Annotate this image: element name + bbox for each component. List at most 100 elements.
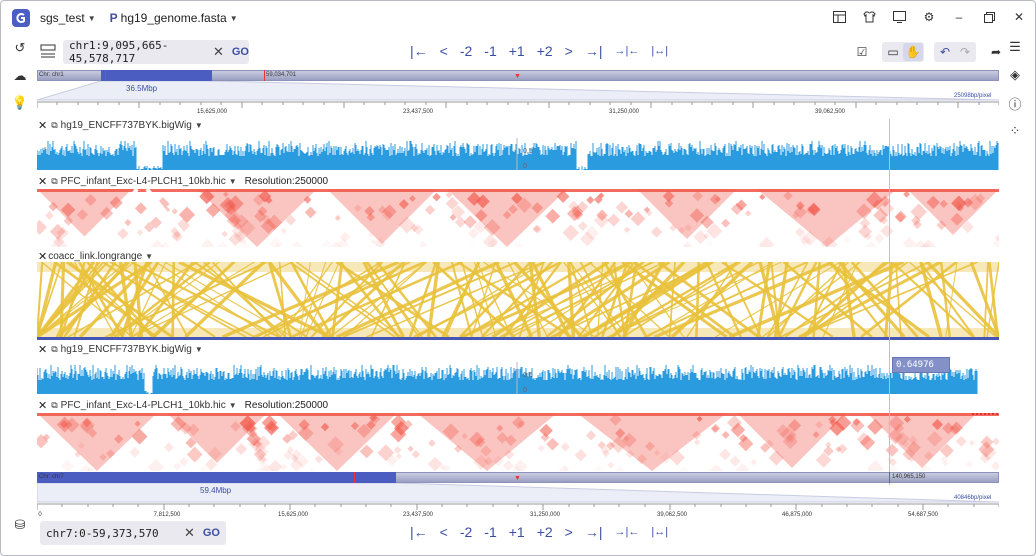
bottom-ruler <box>37 503 999 510</box>
expand-button[interactable]: |↔| <box>651 526 669 538</box>
panel-toggle-icon[interactable] <box>40 44 56 58</box>
nav-right-button[interactable]: > <box>564 43 573 59</box>
nav-end-button[interactable]: →| <box>584 43 603 59</box>
add-database-icon[interactable]: ⛁ <box>14 517 26 532</box>
checklist-icon[interactable]: ☑ <box>856 45 868 59</box>
paint-bucket-icon[interactable]: ◈ <box>1010 67 1020 82</box>
gear-icon[interactable]: ⚙ <box>923 10 935 24</box>
bottom-go-button[interactable]: GO <box>202 527 220 539</box>
chevron-down-icon[interactable]: ▼ <box>194 120 203 130</box>
scatter-icon[interactable]: ⁘ <box>1009 123 1021 138</box>
screen-icon[interactable] <box>891 9 907 25</box>
close-track-icon[interactable]: ✕ <box>38 175 48 188</box>
close-track-icon[interactable]: ✕ <box>38 399 48 412</box>
zoom-in-1-button[interactable]: +1 <box>508 524 525 540</box>
zoom-out-2-button[interactable]: -2 <box>459 524 473 540</box>
zoom-in-2-button[interactable]: +2 <box>536 524 553 540</box>
nav-end-button[interactable]: →| <box>584 524 603 540</box>
nav-start-button[interactable]: |← <box>410 524 428 540</box>
close-track-icon[interactable]: ✕ <box>38 343 48 356</box>
top-tick-label: 23,437,500 <box>402 109 434 115</box>
track-header-bigwig-1: ✕ ⧉ hg19_ENCFF737BYK.bigWig ▼ <box>38 119 203 132</box>
select-box-icon[interactable]: ▭ <box>887 45 899 59</box>
track-name[interactable]: coacc_link.longrange <box>48 250 143 262</box>
expand-button[interactable]: |↔| <box>651 45 669 57</box>
genome-prefix-icon: P <box>109 11 118 25</box>
top-chrom-marker <box>105 70 106 81</box>
chevron-down-icon[interactable]: ▼ <box>194 344 203 354</box>
close-track-icon[interactable]: ✕ <box>38 119 48 132</box>
tooltip-value: 0.64976 <box>896 360 934 370</box>
copy-track-icon[interactable]: ⧉ <box>51 175 58 186</box>
bigwig-track-2[interactable] <box>37 354 999 394</box>
shirt-icon[interactable] <box>861 9 877 25</box>
track-name[interactable]: hg19_ENCFF737BYK.bigWig <box>60 343 192 355</box>
bottom-locus-box: chr7:0-59,373,570 ✕ GO <box>40 521 226 545</box>
track-header-hic-2: ✕ ⧉ PFC_infant_Exc-L4-PLCH1_10kb.hic ▼ Re… <box>38 399 328 412</box>
bottom-chrom-end-label: 140,965,150 <box>892 474 926 480</box>
history-icon[interactable]: ↺ <box>14 40 26 55</box>
restore-icon[interactable] <box>981 9 997 25</box>
copy-track-icon[interactable]: ⧉ <box>51 399 58 410</box>
top-chrom-label: Chr: chr1 <box>39 72 64 78</box>
bottom-tick-label: 7,812,500 <box>153 512 181 518</box>
top-tick-label: 31,250,000 <box>608 109 640 115</box>
track-name[interactable]: PFC_infant_Exc-L4-PLCH1_10kb.hic <box>60 399 226 411</box>
chevron-down-icon[interactable]: ▼ <box>228 400 237 410</box>
genome-name: hg19_genome.fasta <box>120 11 227 25</box>
clear-locus-icon[interactable]: ✕ <box>212 44 224 59</box>
redo-icon[interactable]: ↷ <box>959 45 971 59</box>
chevron-down-icon[interactable]: ▼ <box>145 251 154 261</box>
lightbulb-icon[interactable]: 💡 <box>11 95 29 110</box>
centromere-icon: ▼ <box>514 73 521 80</box>
list-icon[interactable]: ☰ <box>1009 39 1021 54</box>
project-dropdown[interactable]: sgs_test ▼ <box>40 11 96 25</box>
bottom-chrom-selection[interactable] <box>37 472 396 483</box>
bottom-nav-controls: |← < -2 -1 +1 +2 > →| →|← |↔| <box>410 524 668 540</box>
nav-left-button[interactable]: < <box>439 43 448 59</box>
centromere-icon: ▼ <box>514 475 521 482</box>
nav-right-button[interactable]: > <box>564 524 573 540</box>
axis-zero-label: 0 <box>523 387 527 394</box>
track-name[interactable]: hg19_ENCFF737BYK.bigWig <box>60 119 192 131</box>
cloud-search-icon[interactable]: ☁ <box>13 68 27 83</box>
longrange-track[interactable] <box>37 262 999 342</box>
bottom-locus-input[interactable]: chr7:0-59,373,570 <box>46 526 159 540</box>
bottom-tick-label: 46,875,000 <box>781 512 813 518</box>
zoom-out-1-button[interactable]: -1 <box>484 43 497 59</box>
copy-track-icon[interactable]: ⧉ <box>51 119 58 130</box>
chevron-down-icon[interactable]: ▼ <box>228 176 237 186</box>
minimize-icon[interactable]: – <box>955 10 963 24</box>
zoom-out-1-button[interactable]: -1 <box>484 524 497 540</box>
close-track-icon[interactable]: ✕ <box>38 250 48 263</box>
clear-locus-icon[interactable]: ✕ <box>183 525 195 540</box>
zoom-in-2-button[interactable]: +2 <box>536 43 553 59</box>
top-tick-label: 15,625,000 <box>196 109 228 115</box>
top-zoom-trapezoid <box>37 81 999 101</box>
copy-track-icon[interactable]: ⧉ <box>51 343 58 354</box>
top-chrom-ideogram[interactable] <box>37 70 999 81</box>
layout-icon[interactable] <box>831 9 847 25</box>
nav-left-button[interactable]: < <box>439 524 448 540</box>
top-ruler <box>37 101 999 108</box>
hic-track-1[interactable] <box>37 189 999 247</box>
hand-icon[interactable]: ✋ <box>903 43 923 61</box>
genome-dropdown[interactable]: P hg19_genome.fasta ▼ <box>110 11 238 25</box>
close-icon[interactable]: ✕ <box>1013 10 1025 24</box>
top-chrom-selection[interactable] <box>101 70 212 81</box>
track-name[interactable]: PFC_infant_Exc-L4-PLCH1_10kb.hic <box>60 175 226 187</box>
share-icon[interactable]: ➦ <box>990 45 1002 59</box>
undo-icon[interactable]: ↶ <box>939 45 951 59</box>
zoom-in-1-button[interactable]: +1 <box>508 43 525 59</box>
collapse-button[interactable]: →|← <box>614 526 640 538</box>
top-go-button[interactable]: GO <box>231 46 249 58</box>
nav-start-button[interactable]: |← <box>410 43 428 59</box>
top-selection-size: 36.5Mbp <box>126 84 158 93</box>
zoom-out-2-button[interactable]: -2 <box>459 43 473 59</box>
info-icon[interactable]: ⓘ <box>1008 96 1022 112</box>
top-locus-box: chr1:9,095,665-45,578,717 ✕ GO <box>63 39 249 65</box>
hic-track-2[interactable] <box>37 413 999 471</box>
top-locus-input[interactable]: chr1:9,095,665-45,578,717 <box>69 39 169 65</box>
collapse-button[interactable]: →|← <box>614 45 640 57</box>
bigwig-track-1[interactable] <box>37 130 999 170</box>
